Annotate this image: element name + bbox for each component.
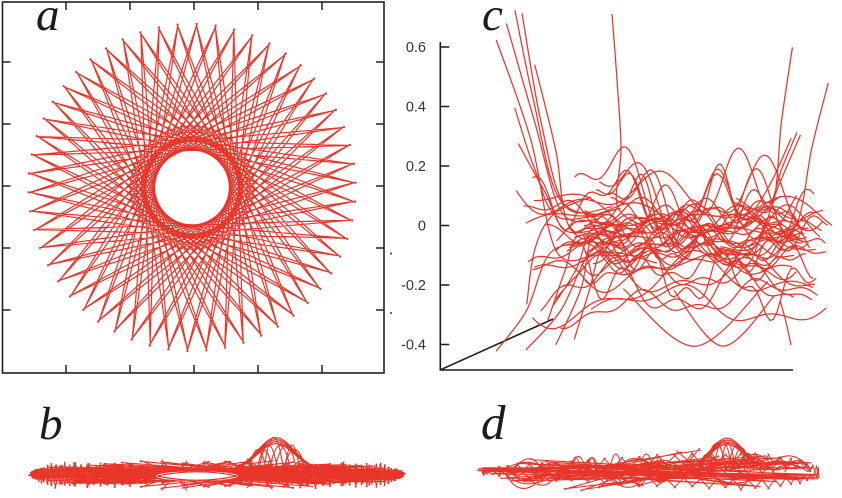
svg-text:c: c [482, 0, 503, 41]
svg-text:a: a [36, 0, 60, 41]
svg-text:-0.2: -0.2 [401, 278, 426, 294]
svg-text:d: d [481, 395, 506, 450]
svg-text:0.2: 0.2 [406, 159, 426, 175]
svg-text:-0.4: -0.4 [401, 338, 426, 354]
svg-text:0.4: 0.4 [406, 100, 426, 116]
svg-text:b: b [39, 398, 63, 450]
svg-text:0.6: 0.6 [406, 40, 426, 56]
svg-text:0: 0 [418, 219, 426, 235]
